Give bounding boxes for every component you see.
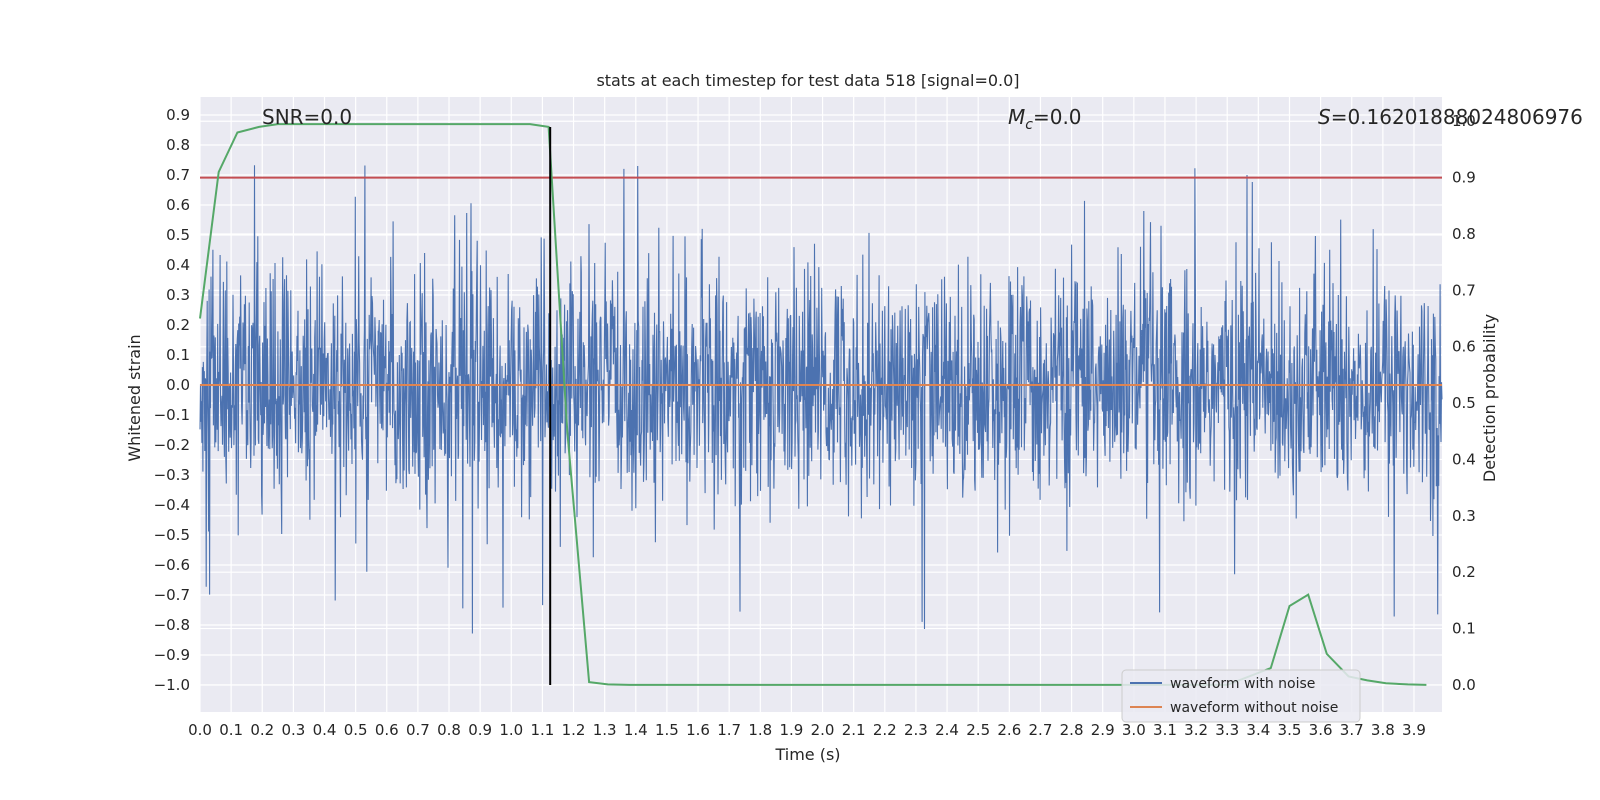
y-tick-label: 0.1 (166, 346, 190, 364)
y-tick-label: 0.0 (166, 376, 190, 394)
y-tick-label: −0.2 (154, 436, 190, 454)
x-tick-label: 2.2 (873, 721, 897, 739)
x-tick-label: 3.8 (1371, 721, 1395, 739)
chirp-mass-symbol: M (1008, 105, 1025, 129)
x-tick-label: 0.4 (313, 721, 337, 739)
snr-annotation: SNR=0.0 (262, 105, 352, 129)
y-tick-label: 0.9 (166, 106, 190, 124)
x-tick-label: 3.0 (1122, 721, 1146, 739)
chirp-mass-subscript: c (1025, 117, 1033, 133)
x-tick-label: 1.1 (530, 721, 554, 739)
x-tick-label: 3.5 (1278, 721, 1302, 739)
y-tick-label: 0.6 (166, 196, 190, 214)
x-tick-label: 2.9 (1091, 721, 1115, 739)
x-axis-label: Time (s) (774, 745, 840, 764)
x-tick-label: 0.5 (344, 721, 368, 739)
y2-tick-label: 0.0 (1452, 676, 1476, 694)
x-tick-label: 0.6 (375, 721, 399, 739)
legend: waveform with noise waveform without noi… (1121, 669, 1361, 723)
x-tick-labels: 0.0 0.1 0.2 0.3 0.4 0.5 0.6 0.7 0.8 0.9 1.0 1.1 1.2 1… (188, 721, 1426, 739)
s-symbol: S (1318, 105, 1331, 129)
x-tick-label: 0.9 (468, 721, 492, 739)
x-tick-label: 1.3 (593, 721, 617, 739)
x-tick-label: 0.2 (250, 721, 274, 739)
y2-tick-label: 0.9 (1452, 169, 1476, 187)
y2-tick-label: 0.1 (1452, 620, 1476, 638)
legend-box (1121, 669, 1361, 723)
noise-trace (199, 165, 1443, 634)
y-tick-label: −0.5 (154, 526, 190, 544)
y-axis-label: Whitened strain (125, 334, 144, 461)
s-value: =0.16201888024806976 (1331, 105, 1583, 129)
x-tick-label: 1.5 (655, 721, 679, 739)
x-tick-label: 1.8 (748, 721, 772, 739)
x-tick-label: 2.7 (1029, 721, 1053, 739)
x-tick-label: 0.0 (188, 721, 212, 739)
x-tick-label: 2.5 (966, 721, 990, 739)
x-tick-label: 0.8 (437, 721, 461, 739)
y-tick-label: 0.8 (166, 136, 190, 154)
legend-label-clean: waveform without noise (1170, 700, 1338, 716)
x-tick-label: 1.4 (624, 721, 648, 739)
x-tick-label: 1.9 (779, 721, 803, 739)
x-tick-label: 1.7 (717, 721, 741, 739)
y-tick-label: −1.0 (154, 676, 190, 694)
y2-tick-label: 0.4 (1452, 450, 1476, 468)
y-tick-label: 0.7 (166, 166, 190, 184)
y-tick-label: −0.3 (154, 466, 190, 484)
x-tick-label: 0.3 (281, 721, 305, 739)
y2-tick-labels: 1.0 0.9 0.8 0.7 0.6 0.5 0.4 0.3 0.2 0.1 0.0 (1452, 112, 1476, 694)
y2-axis-label: Detection probability (1480, 314, 1499, 482)
legend-label-noise: waveform with noise (1170, 676, 1315, 692)
x-tick-label: 2.4 (935, 721, 959, 739)
s-annotation: S=0.16201888024806976 (1318, 105, 1583, 129)
y2-tick-label: 1.0 (1452, 112, 1476, 130)
y-tick-label: 0.5 (166, 226, 190, 244)
x-tick-label: 1.0 (499, 721, 523, 739)
x-tick-label: 3.1 (1153, 721, 1177, 739)
y-tick-label: 0.4 (166, 256, 190, 274)
y2-tick-label: 0.5 (1452, 394, 1476, 412)
series-waveform-with-noise (199, 165, 1443, 634)
x-tick-label: 1.2 (562, 721, 586, 739)
x-tick-label: 3.6 (1309, 721, 1333, 739)
y-tick-label: 0.2 (166, 316, 190, 334)
x-tick-label: 3.7 (1340, 721, 1364, 739)
y-tick-labels: 0.9 0.8 0.7 0.6 0.5 0.4 0.3 0.2 0.1 0.0 −0.1 −0.2 −0… (154, 106, 190, 694)
y-tick-label: −0.7 (154, 586, 190, 604)
x-tick-label: 2.3 (904, 721, 928, 739)
series-detection-probability (199, 123, 1427, 686)
y-tick-label: −0.9 (154, 646, 190, 664)
x-tick-label: 0.7 (406, 721, 430, 739)
y2-tick-label: 0.7 (1452, 281, 1476, 299)
x-tick-label: 3.3 (1215, 721, 1239, 739)
y-tick-label: −0.1 (154, 406, 190, 424)
y-tick-label: −0.8 (154, 616, 190, 634)
x-tick-label: 2.1 (842, 721, 866, 739)
chart-title: stats at each timestep for test data 518… (596, 71, 1019, 90)
x-tick-label: 1.6 (686, 721, 710, 739)
y-tick-label: −0.4 (154, 496, 190, 514)
y2-tick-label: 0.6 (1452, 338, 1476, 356)
chirp-mass-value: =0.0 (1033, 105, 1082, 129)
y2-tick-label: 0.8 (1452, 225, 1476, 243)
x-tick-label: 3.4 (1246, 721, 1270, 739)
chirp-mass-annotation: Mc=0.0 (1008, 105, 1082, 133)
y2-tick-label: 0.2 (1452, 563, 1476, 581)
x-tick-label: 2.6 (997, 721, 1021, 739)
x-tick-label: 2.8 (1060, 721, 1084, 739)
x-tick-label: 3.2 (1184, 721, 1208, 739)
y-tick-label: 0.3 (166, 286, 190, 304)
x-tick-label: 2.0 (811, 721, 835, 739)
y-tick-label: −0.6 (154, 556, 190, 574)
x-tick-label: 0.1 (219, 721, 243, 739)
y2-tick-label: 0.3 (1452, 507, 1476, 525)
x-tick-label: 3.9 (1402, 721, 1426, 739)
